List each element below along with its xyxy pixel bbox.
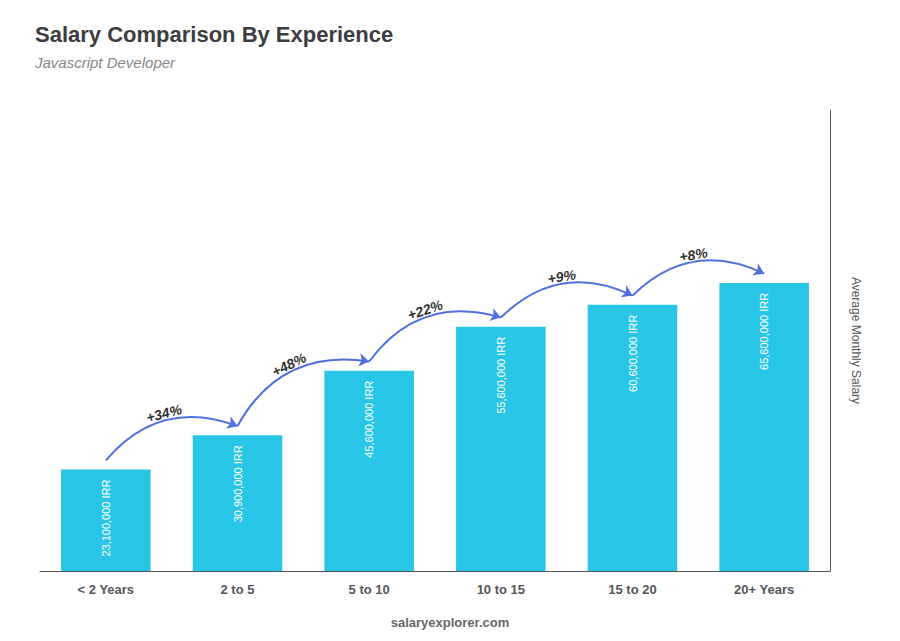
svg-text:45,600,000 IRR: 45,600,000 IRR bbox=[363, 381, 375, 458]
svg-text:65,600,000 IRR: 65,600,000 IRR bbox=[758, 293, 770, 370]
svg-text:+48%: +48% bbox=[269, 349, 309, 380]
svg-text:< 2 Years: < 2 Years bbox=[78, 582, 135, 597]
svg-text:+22%: +22% bbox=[405, 296, 445, 323]
svg-text:15 to 20: 15 to 20 bbox=[608, 582, 656, 597]
svg-text:5 to 10: 5 to 10 bbox=[349, 582, 390, 597]
svg-text:10 to 15: 10 to 15 bbox=[477, 582, 525, 597]
svg-text:20+ Years: 20+ Years bbox=[734, 582, 794, 597]
svg-text:60,600,000 IRR: 60,600,000 IRR bbox=[627, 315, 639, 392]
svg-text:Javascript Developer: Javascript Developer bbox=[34, 54, 176, 71]
svg-text:55,600,000 IRR: 55,600,000 IRR bbox=[495, 337, 507, 414]
svg-text:30,900,000 IRR: 30,900,000 IRR bbox=[232, 445, 244, 522]
svg-text:+8%: +8% bbox=[678, 244, 709, 265]
svg-text:salaryexplorer.com: salaryexplorer.com bbox=[391, 615, 510, 630]
svg-text:23,100,000 IRR: 23,100,000 IRR bbox=[100, 479, 112, 556]
svg-text:2 to 5: 2 to 5 bbox=[221, 582, 255, 597]
svg-text:Salary Comparison By Experienc: Salary Comparison By Experience bbox=[35, 22, 393, 47]
svg-text:+9%: +9% bbox=[546, 266, 577, 287]
svg-text:+34%: +34% bbox=[144, 401, 184, 426]
svg-text:Average Monthly Salary: Average Monthly Salary bbox=[849, 277, 863, 404]
